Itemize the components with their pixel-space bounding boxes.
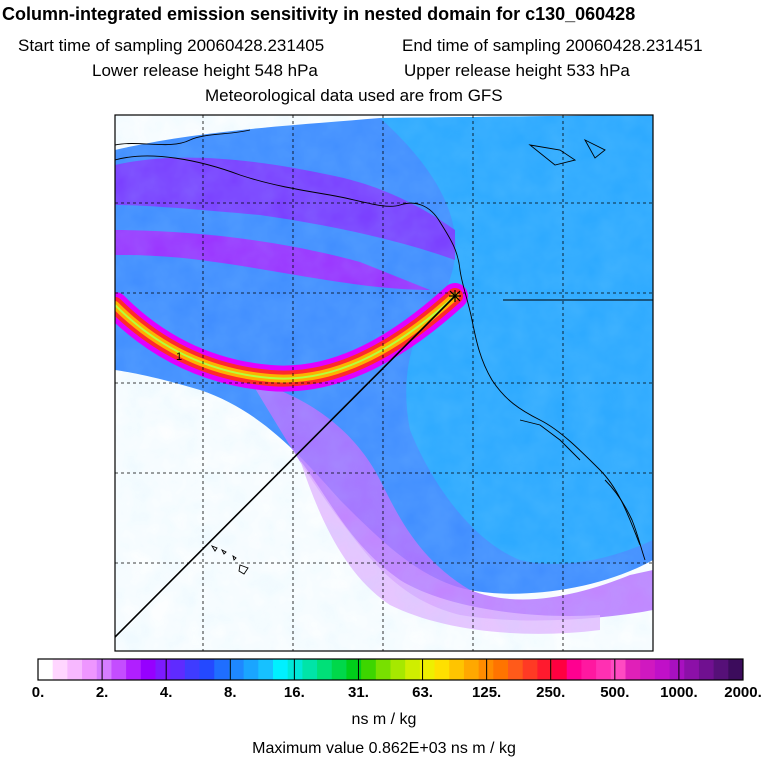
plot-title: Column-integrated emission sensitivity i… [2, 4, 636, 24]
colorbar-swatch [522, 659, 538, 680]
colorbar-swatch [581, 659, 597, 680]
colorbar-tick-label: 0. [31, 684, 45, 701]
colorbar-swatch [170, 659, 186, 680]
colorbar-swatch [405, 659, 421, 680]
upper-release-height-label: Upper release height 533 hPa [404, 61, 630, 80]
colorbar-swatch [552, 659, 568, 680]
colorbar-swatch [654, 659, 671, 680]
coastline-arctic [115, 129, 251, 146]
colorbar-tick-label: 250. [536, 684, 566, 701]
colorbar-swatch [287, 659, 303, 680]
colorbar-swatch [669, 659, 685, 680]
colorbar-swatch [493, 659, 509, 680]
colorbar [37, 658, 744, 681]
colorbar-swatch [537, 659, 553, 680]
colorbar-tick-label: 125. [472, 684, 502, 701]
colorbar-swatch [155, 659, 171, 680]
maximum-value-label: Maximum value 0.862E+03 ns m / kg [252, 740, 516, 757]
colorbar-tick-label: 63. [412, 684, 433, 701]
met-data-label: Meteorological data used are from GFS [205, 86, 503, 105]
colorbar-swatch [258, 659, 274, 680]
colorbar-swatch [463, 659, 480, 680]
coastline-north-america [115, 155, 641, 546]
colorbar-swatch [361, 659, 377, 680]
coastline-baja [604, 479, 646, 561]
end-time-label: End time of sampling 20060428.231451 [402, 36, 703, 55]
coastline-island-1 [528, 144, 577, 166]
start-time-label: Start time of sampling 20060428.231405 [18, 36, 325, 55]
trajectory-plume-centre [115, 295, 456, 380]
colorbar-units-label: ns m / kg [351, 711, 417, 728]
colorbar-swatch [52, 659, 68, 680]
colorbar-swatch [243, 659, 259, 680]
colorbar-swatch [566, 659, 582, 680]
colorbar-swatch [214, 659, 230, 680]
colorbar-swatch [82, 659, 98, 680]
colorbar-swatch [184, 659, 201, 680]
colorbar-swatch [449, 659, 465, 680]
colorbar-frame [37, 658, 744, 681]
colorbar-tick-label: 4. [159, 684, 173, 701]
release-marker-label: 1 [176, 351, 182, 363]
colorbar-swatch [375, 659, 391, 680]
map-frame [114, 114, 654, 652]
colorbar-swatch [228, 659, 245, 680]
colorbar-swatch [111, 659, 127, 680]
colorbar-swatch [640, 659, 656, 680]
colorbar-swatch [434, 659, 450, 680]
colorbar-swatch [728, 659, 744, 680]
colorbar-swatch [96, 659, 112, 680]
colorbar-swatch [346, 659, 362, 680]
colorbar-swatch [713, 659, 729, 680]
colorbar-tick-label: 2. [95, 684, 109, 701]
colorbar-swatch [67, 659, 83, 680]
colorbar-swatch [317, 659, 333, 680]
colorbar-swatch [419, 659, 436, 680]
colorbar-swatch [596, 659, 612, 680]
colorbar-swatch [508, 659, 524, 680]
colorbar-tick-label: 31. [348, 684, 369, 701]
colorbar-swatch [140, 659, 156, 680]
colorbar-swatch [199, 659, 215, 680]
diagonal-line [114, 295, 456, 638]
colorbar-tick-label: 16. [283, 684, 305, 701]
colorbar-tick-label: 8. [224, 684, 237, 701]
colorbar-tick-label: 2000. [724, 684, 762, 701]
colorbar-tick-label: 1000. [660, 684, 698, 701]
release-point-marker [449, 290, 461, 302]
graticule [115, 115, 653, 651]
colorbar-swatch [273, 659, 289, 680]
colorbar-swatch [610, 659, 626, 680]
colorbar-tick-label: 500. [600, 684, 630, 701]
colorbar-swatch [331, 659, 347, 680]
lower-release-height-label: Lower release height 548 hPa [92, 61, 318, 80]
coastlines [115, 129, 653, 575]
border-interior [519, 419, 581, 461]
coastline-hawaii [210, 545, 249, 575]
colorbar-swatch [625, 659, 641, 680]
colorbar-swatch [698, 659, 715, 680]
coastline-island-2 [583, 138, 606, 159]
colorbar-swatch [684, 659, 700, 680]
colorbar-swatch [38, 659, 54, 680]
colorbar-swatch [126, 659, 142, 680]
colorbar-swatch [390, 659, 406, 680]
colorbar-swatch [302, 659, 318, 680]
